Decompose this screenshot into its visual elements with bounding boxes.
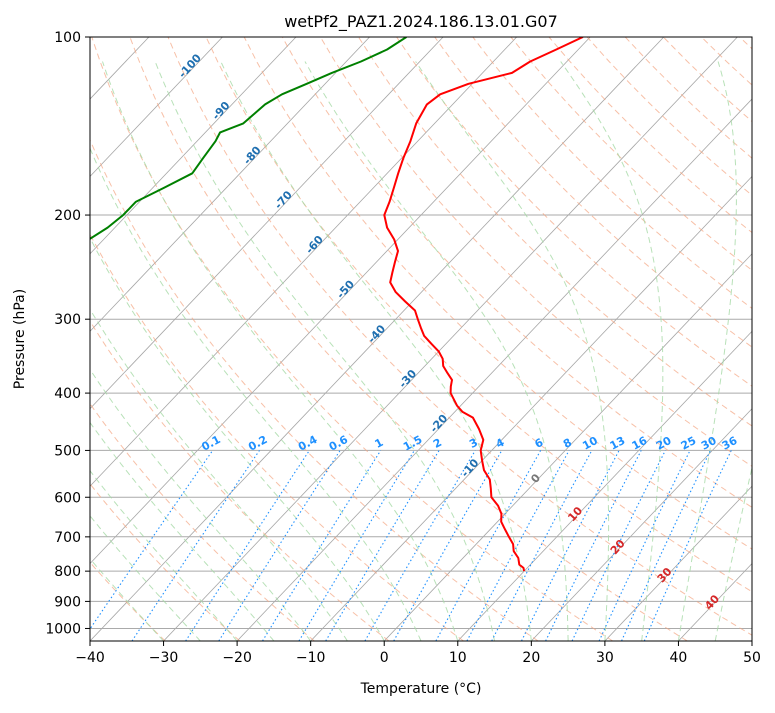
x-tick-label: 40 [670,650,688,666]
x-tick-label: 30 [596,650,614,666]
x-tick-label: 50 [743,650,761,666]
y-tick-label: 900 [54,594,81,610]
y-axis-label: Pressure (hPa) [12,289,28,389]
chart-title: wetPf2_PAZ1.2024.186.13.01.G07 [284,12,558,32]
x-tick-label: 20 [522,650,540,666]
y-tick-label: 700 [54,530,81,546]
x-axis-label: Temperature (°C) [360,681,482,697]
x-tick-label: −30 [149,650,179,666]
x-tick-label: 10 [449,650,467,666]
y-tick-label: 1000 [45,621,81,637]
y-tick-label: 100 [54,30,81,46]
y-tick-label: 400 [54,386,81,402]
y-tick-label: 200 [54,208,81,224]
x-tick-label: 0 [380,650,389,666]
y-tick-label: 500 [54,443,81,459]
y-tick-label: 800 [54,564,81,580]
y-tick-label: 600 [54,490,81,506]
y-tick-label: 300 [54,312,81,328]
x-tick-label: −20 [222,650,252,666]
x-tick-label: −40 [75,650,105,666]
x-tick-label: −10 [296,650,326,666]
